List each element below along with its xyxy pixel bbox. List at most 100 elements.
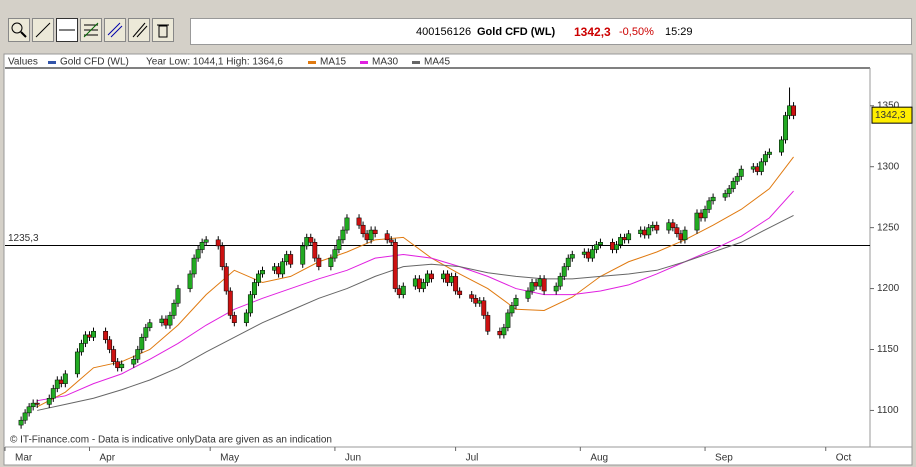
x-tick-label: Aug bbox=[590, 453, 608, 464]
candle-body bbox=[674, 227, 680, 234]
candle-body bbox=[505, 312, 511, 328]
candle-body bbox=[227, 290, 233, 316]
delete-button[interactable] bbox=[152, 18, 174, 42]
candle-body bbox=[513, 298, 519, 306]
x-tick-label: Apr bbox=[99, 453, 115, 464]
candle-body bbox=[135, 349, 141, 360]
candle-body bbox=[300, 245, 306, 265]
candle-body bbox=[561, 266, 567, 277]
candle-body bbox=[650, 224, 656, 228]
candle-body bbox=[473, 298, 479, 304]
candle-body bbox=[304, 237, 310, 247]
candle-body bbox=[243, 312, 249, 323]
zoom-button[interactable] bbox=[8, 18, 30, 42]
candle-body bbox=[618, 237, 624, 245]
legend-title: Values bbox=[8, 57, 38, 68]
x-tick-label: May bbox=[220, 453, 239, 464]
candle-body bbox=[368, 229, 374, 241]
candle-body bbox=[384, 233, 390, 241]
candle-body bbox=[344, 217, 350, 231]
candle-body bbox=[457, 290, 463, 295]
candle-body bbox=[779, 139, 784, 153]
candle-body bbox=[553, 285, 559, 292]
candle-body bbox=[738, 168, 744, 177]
candle-body bbox=[332, 249, 338, 259]
candle-body bbox=[537, 278, 543, 287]
quote-header: 400156126 Gold CFD (WL) 1342,3 -0,50% 15… bbox=[190, 18, 912, 45]
candle-body bbox=[529, 282, 535, 292]
candle-body bbox=[199, 242, 205, 250]
candle-body bbox=[585, 251, 591, 259]
candle-body bbox=[541, 278, 547, 292]
legend-swatch bbox=[412, 61, 420, 64]
candle-body bbox=[424, 273, 430, 283]
channel-button[interactable] bbox=[104, 18, 126, 42]
legend-swatch bbox=[48, 61, 56, 64]
candle-body bbox=[83, 334, 88, 344]
candle-body bbox=[610, 242, 615, 250]
candle-body bbox=[308, 237, 314, 243]
candle-body bbox=[46, 398, 52, 405]
candle-body bbox=[477, 300, 483, 304]
y-tick-label: 1100 bbox=[877, 405, 899, 416]
candle-body bbox=[412, 278, 418, 287]
candle-body bbox=[694, 212, 700, 231]
candle-body bbox=[766, 151, 772, 155]
legend-label: MA30 bbox=[372, 57, 399, 68]
candle-body bbox=[87, 334, 92, 338]
candle-body bbox=[223, 266, 229, 292]
candle-body bbox=[18, 419, 24, 426]
candle-body bbox=[143, 327, 149, 338]
candle-body bbox=[666, 222, 672, 231]
legend-swatch bbox=[360, 61, 368, 64]
candle-body bbox=[340, 229, 346, 241]
last-price-label: 1342,3 bbox=[875, 110, 906, 121]
instrument-id: 400156126 bbox=[416, 26, 472, 38]
candle-body bbox=[280, 261, 286, 275]
x-tick-label: Jul bbox=[466, 453, 479, 464]
candle-body bbox=[783, 115, 788, 141]
moving-average bbox=[37, 215, 794, 411]
x-tick-label: Mar bbox=[15, 453, 33, 464]
toolbar bbox=[8, 18, 174, 44]
candle-body bbox=[276, 266, 282, 275]
candle-body bbox=[284, 254, 290, 263]
candle-body bbox=[581, 251, 587, 255]
candle-body bbox=[445, 273, 451, 283]
instrument-name: Gold CFD (WL) bbox=[477, 26, 556, 38]
candle-body bbox=[525, 290, 531, 299]
candle-body bbox=[429, 273, 434, 280]
horizontal-line-button[interactable] bbox=[56, 18, 78, 42]
chart-panel bbox=[3, 53, 913, 466]
candle-body bbox=[501, 327, 507, 336]
candle-body bbox=[485, 315, 491, 332]
candle-body bbox=[215, 239, 221, 247]
fibonacci-button[interactable] bbox=[80, 18, 102, 42]
candle-body bbox=[734, 176, 740, 182]
moving-average bbox=[36, 156, 794, 408]
candle-body bbox=[557, 276, 563, 287]
candle-body bbox=[654, 224, 660, 231]
candle-body bbox=[103, 330, 109, 341]
candle-body bbox=[372, 229, 378, 234]
candle-body bbox=[400, 285, 406, 295]
y-tick-label: 1350 bbox=[877, 100, 900, 111]
moving-average bbox=[37, 190, 794, 402]
candle-body bbox=[626, 233, 632, 241]
candle-body bbox=[360, 224, 366, 234]
candle-body bbox=[147, 322, 153, 328]
candle-body bbox=[449, 276, 455, 283]
candle-body bbox=[119, 363, 125, 369]
parallel-button[interactable] bbox=[128, 18, 150, 42]
quote-time: 15:29 bbox=[665, 26, 693, 38]
candle-body bbox=[396, 288, 402, 295]
x-tick-label: Sep bbox=[715, 453, 733, 464]
candle-body bbox=[569, 254, 575, 259]
candle-body bbox=[638, 229, 644, 234]
candle-body bbox=[191, 257, 197, 275]
candle-body bbox=[682, 229, 688, 241]
candle-body bbox=[497, 330, 503, 336]
x-tick-label: Oct bbox=[836, 453, 852, 464]
candle-body bbox=[416, 278, 422, 289]
trend-line-button[interactable] bbox=[32, 18, 54, 42]
